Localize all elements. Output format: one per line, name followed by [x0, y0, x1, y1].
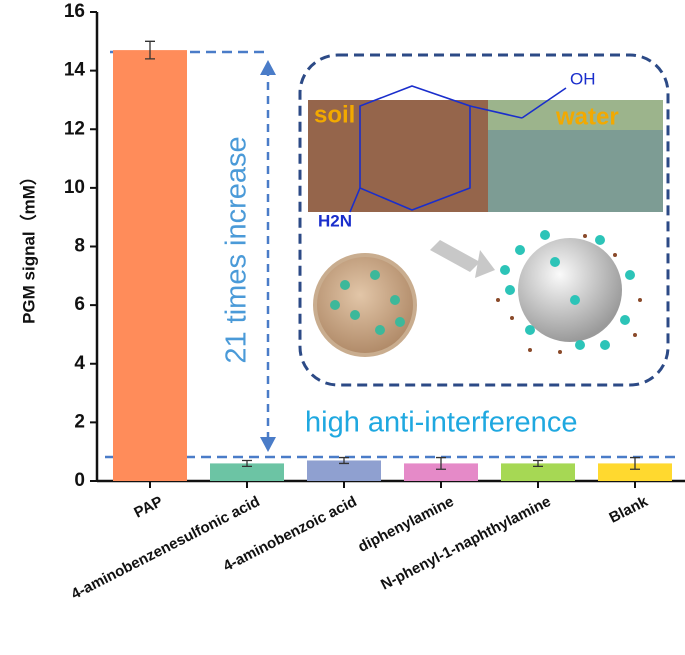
error-bar	[242, 459, 252, 467]
bar	[404, 463, 478, 481]
soil-label: soil	[314, 101, 355, 128]
bar	[113, 50, 187, 481]
increase-label: 21 times increase	[221, 136, 253, 363]
y-tick-label: 2	[74, 411, 85, 432]
inset	[298, 53, 670, 387]
y-tick-label: 14	[64, 60, 86, 81]
y-axis-title: PGM signal（mM）	[18, 168, 38, 324]
x-tick-label: PAP	[131, 493, 165, 522]
bar	[501, 463, 575, 481]
error-bar	[145, 40, 155, 60]
bar	[598, 463, 672, 481]
y-tick-label: 16	[64, 1, 85, 22]
y-tick-label: 4	[74, 353, 85, 374]
x-tick-label: N-phenyl-1-naphthylamine	[378, 493, 554, 594]
interference-label: high anti-interference	[305, 407, 577, 439]
oh-label: OH	[570, 69, 596, 88]
error-bar	[339, 456, 349, 465]
error-bar	[630, 456, 640, 470]
y-tick-label: 8	[74, 236, 85, 257]
bar	[307, 460, 381, 481]
x-tick-label: Blank	[606, 493, 651, 527]
error-bar	[436, 456, 446, 470]
nh2-label: H2N	[318, 211, 352, 230]
bar	[210, 463, 284, 481]
water-label: water	[555, 103, 619, 130]
y-tick-label: 0	[74, 470, 85, 491]
y-tick-label: 10	[64, 177, 85, 198]
y-tick-label: 12	[64, 118, 85, 139]
error-bar	[533, 459, 543, 467]
guides	[105, 50, 680, 459]
y-tick-label: 6	[74, 294, 85, 315]
x-tick-label: 4-aminobenzenesulfonic acid	[68, 493, 262, 603]
